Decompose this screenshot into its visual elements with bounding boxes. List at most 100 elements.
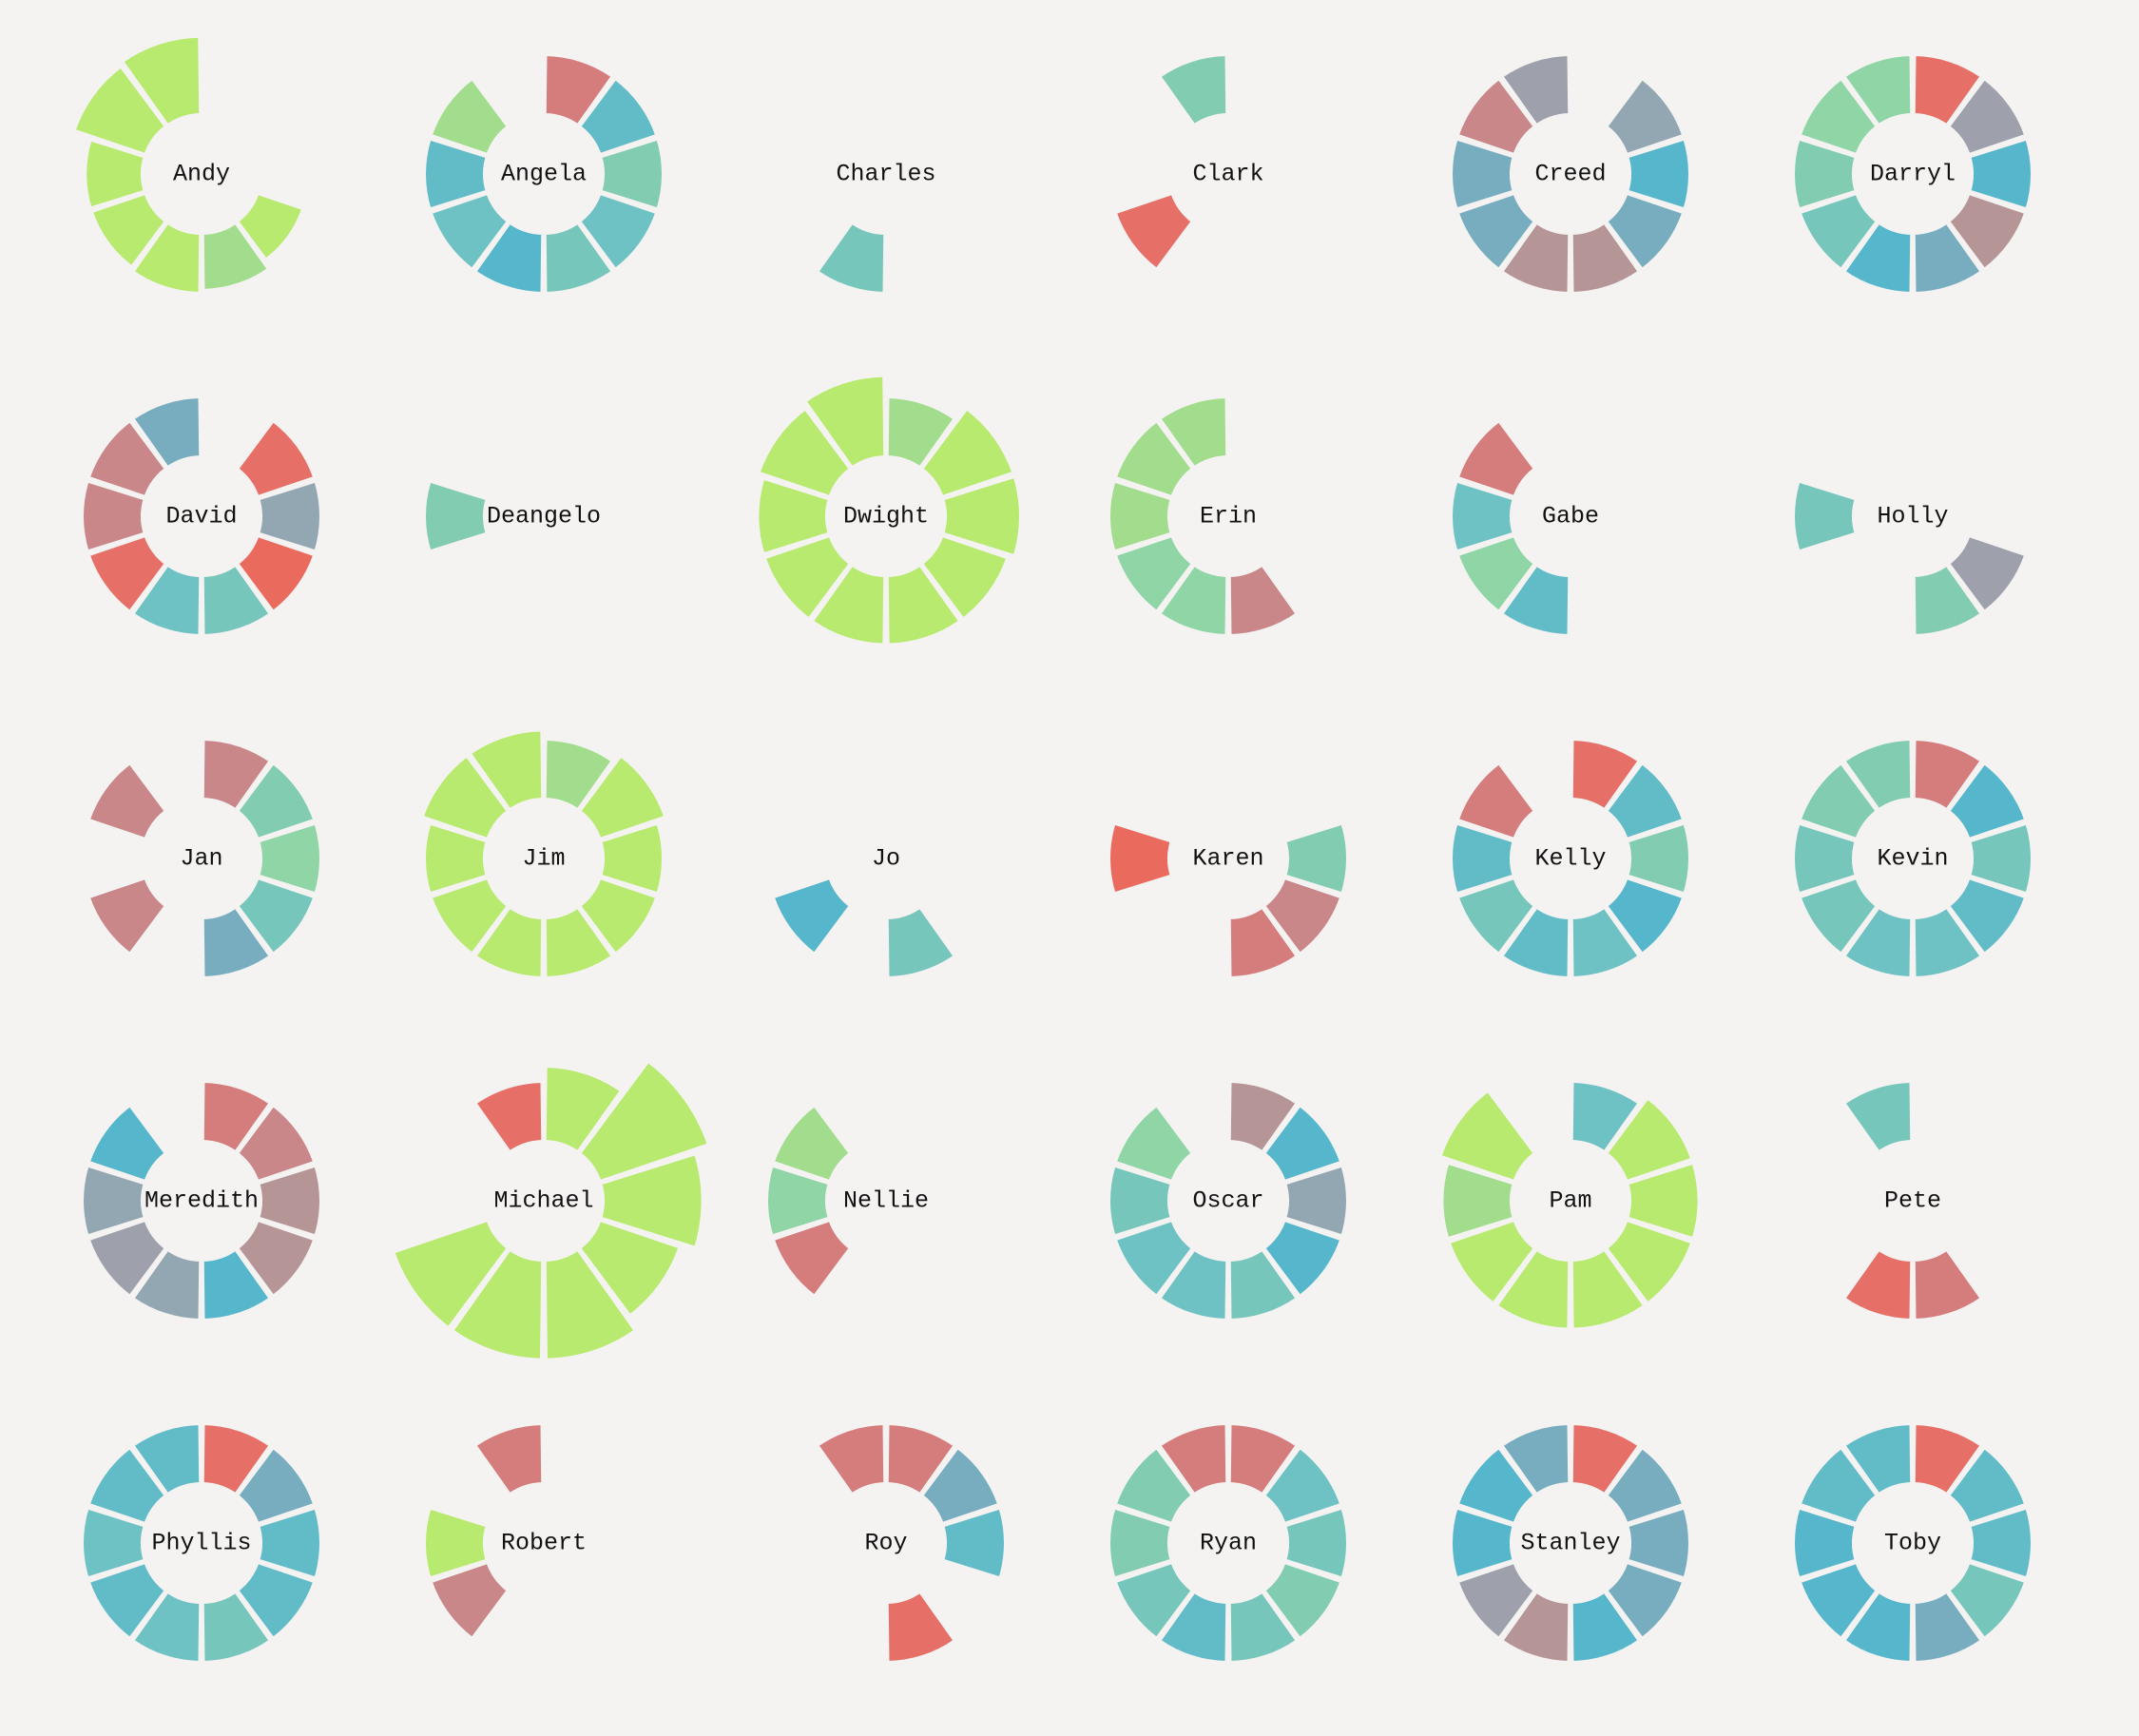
segment-david-9[interactable]	[86, 417, 169, 500]
segment-phyllis-10[interactable]	[129, 1420, 203, 1498]
segment-meredith-3[interactable]	[255, 1162, 323, 1240]
segment-michael-1[interactable]	[542, 1063, 625, 1156]
segment-clark-7[interactable]	[1112, 190, 1196, 273]
segment-robert-8[interactable]	[422, 1504, 491, 1582]
segment-meredith-1[interactable]	[200, 1078, 274, 1156]
segment-angela-5[interactable]	[542, 219, 616, 297]
segment-jan-4[interactable]	[234, 875, 318, 957]
segment-roy-5[interactable]	[884, 1588, 958, 1666]
segment-dwight-6[interactable]	[808, 561, 888, 647]
segment-jim-6[interactable]	[472, 903, 546, 981]
segment-david-8[interactable]	[80, 477, 148, 555]
segment-toby-7[interactable]	[1797, 1559, 1880, 1642]
segment-oscar-3[interactable]	[1281, 1162, 1350, 1240]
segment-toby-10[interactable]	[1840, 1420, 1915, 1498]
segment-andy-8[interactable]	[83, 136, 148, 212]
segment-kelly-6[interactable]	[1498, 903, 1572, 981]
segment-david-2[interactable]	[234, 417, 318, 500]
segment-creed-5[interactable]	[1569, 219, 1643, 297]
segment-jim-9[interactable]	[419, 752, 511, 842]
segment-stanley-9[interactable]	[1455, 1444, 1538, 1527]
segment-pam-7[interactable]	[1446, 1217, 1538, 1307]
segment-erin-7[interactable]	[1112, 532, 1196, 615]
segment-karen-8[interactable]	[1107, 820, 1175, 897]
segment-stanley-2[interactable]	[1603, 1444, 1686, 1527]
segment-michael-7[interactable]	[390, 1217, 511, 1332]
segment-pam-2[interactable]	[1603, 1094, 1695, 1185]
segment-phyllis-4[interactable]	[234, 1559, 318, 1642]
segment-meredith-7[interactable]	[86, 1217, 169, 1300]
segment-andy-6[interactable]	[129, 219, 203, 297]
segment-angela-6[interactable]	[472, 219, 546, 297]
segment-jim-5[interactable]	[542, 903, 616, 981]
segment-pam-1[interactable]	[1569, 1078, 1643, 1156]
segment-robert-7[interactable]	[428, 1559, 511, 1642]
segment-david-6[interactable]	[129, 561, 203, 639]
segment-stanley-4[interactable]	[1603, 1559, 1686, 1642]
segment-ryan-1[interactable]	[1226, 1420, 1301, 1498]
segment-jim-1[interactable]	[542, 736, 616, 814]
segment-pam-9[interactable]	[1436, 1087, 1538, 1185]
segment-toby-2[interactable]	[1945, 1444, 2029, 1527]
segment-toby-8[interactable]	[1791, 1504, 1860, 1582]
segment-dwight-10[interactable]	[801, 373, 888, 472]
segment-ryan-7[interactable]	[1112, 1559, 1196, 1642]
segment-dwight-2[interactable]	[918, 405, 1017, 500]
segment-ryan-9[interactable]	[1112, 1444, 1196, 1527]
segment-gabe-7[interactable]	[1455, 532, 1538, 615]
segment-creed-7[interactable]	[1455, 190, 1538, 273]
segment-dwight-9[interactable]	[755, 405, 854, 500]
segment-oscar-7[interactable]	[1112, 1217, 1196, 1300]
segment-jim-10[interactable]	[466, 727, 546, 814]
segment-phyllis-7[interactable]	[86, 1559, 169, 1642]
segment-angela-7[interactable]	[428, 190, 511, 273]
segment-pam-4[interactable]	[1603, 1217, 1695, 1307]
segment-nellie-9[interactable]	[770, 1102, 854, 1185]
segment-phyllis-2[interactable]	[234, 1444, 318, 1527]
segment-holly-5[interactable]	[1911, 561, 1985, 639]
segment-erin-5[interactable]	[1226, 561, 1301, 639]
segment-darryl-5[interactable]	[1911, 219, 1985, 297]
segment-meredith-2[interactable]	[234, 1102, 318, 1185]
segment-meredith-9[interactable]	[86, 1102, 169, 1185]
segment-kevin-9[interactable]	[1797, 760, 1880, 842]
segment-robert-10[interactable]	[472, 1420, 546, 1498]
segment-kevin-6[interactable]	[1840, 903, 1915, 981]
segment-michael-6[interactable]	[449, 1245, 546, 1362]
segment-angela-4[interactable]	[576, 190, 660, 273]
segment-phyllis-8[interactable]	[80, 1504, 148, 1582]
segment-stanley-3[interactable]	[1624, 1504, 1692, 1582]
segment-ryan-4[interactable]	[1261, 1559, 1344, 1642]
segment-karen-4[interactable]	[1261, 875, 1344, 957]
segment-darryl-9[interactable]	[1797, 75, 1880, 158]
segment-jan-2[interactable]	[234, 760, 318, 842]
segment-erin-10[interactable]	[1156, 394, 1230, 472]
segment-oscar-6[interactable]	[1156, 1245, 1230, 1323]
segment-oscar-9[interactable]	[1112, 1102, 1196, 1185]
segment-nellie-7[interactable]	[770, 1217, 854, 1300]
segment-toby-6[interactable]	[1840, 1588, 1915, 1666]
segment-jo-7[interactable]	[770, 875, 854, 957]
segment-stanley-7[interactable]	[1455, 1559, 1538, 1642]
segment-roy-1[interactable]	[884, 1420, 958, 1498]
segment-darryl-1[interactable]	[1911, 51, 1985, 129]
segment-kevin-1[interactable]	[1911, 736, 1985, 814]
segment-creed-8[interactable]	[1449, 135, 1517, 213]
segment-ryan-2[interactable]	[1261, 1444, 1344, 1527]
segment-charles-6[interactable]	[814, 219, 888, 297]
segment-roy-3[interactable]	[939, 1504, 1008, 1582]
segment-michael-5[interactable]	[542, 1245, 639, 1362]
segment-roy-10[interactable]	[814, 1420, 888, 1498]
segment-phyllis-6[interactable]	[129, 1588, 203, 1666]
segment-dwight-5[interactable]	[884, 561, 964, 647]
segment-angela-8[interactable]	[422, 135, 491, 213]
segment-andy-4[interactable]	[234, 190, 306, 263]
segment-andy-9[interactable]	[70, 63, 169, 158]
segment-michael-4[interactable]	[576, 1217, 684, 1320]
segment-ryan-3[interactable]	[1281, 1504, 1350, 1582]
segment-holly-4[interactable]	[1945, 532, 2029, 615]
segment-andy-10[interactable]	[119, 33, 203, 129]
segment-creed-10[interactable]	[1498, 51, 1572, 129]
segment-kelly-8[interactable]	[1449, 820, 1517, 897]
segment-darryl-3[interactable]	[1966, 135, 2034, 213]
